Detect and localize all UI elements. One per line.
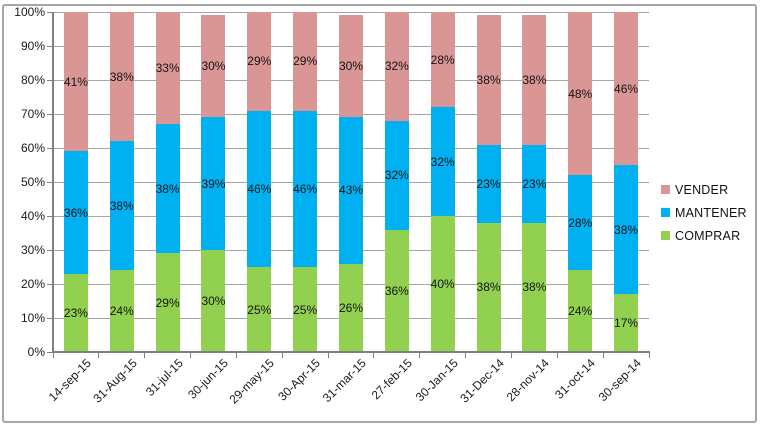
y-axis-tick	[47, 249, 53, 251]
y-axis-tick	[47, 11, 53, 13]
x-axis-tick	[510, 353, 512, 358]
legend-label: MANTENER	[675, 205, 747, 220]
y-axis-label: 50%	[20, 175, 45, 189]
x-axis-tick	[235, 353, 237, 358]
bar-segment-vender[interactable]: 38%	[110, 12, 134, 142]
legend-item-comprar[interactable]: COMPRAR	[661, 228, 747, 243]
x-axis-tick	[190, 353, 192, 358]
y-axis-label: 20%	[20, 277, 45, 291]
x-axis-tick	[327, 353, 329, 358]
legend-label: VENDER	[675, 182, 729, 197]
y-axis-tick	[47, 79, 53, 81]
x-axis-tick	[52, 353, 54, 358]
x-axis-tick	[602, 353, 604, 358]
y-axis-label: 60%	[20, 141, 45, 155]
x-axis-tick	[281, 353, 283, 358]
x-axis-tick	[556, 353, 558, 358]
y-axis-tick	[47, 317, 53, 319]
legend-item-mantener[interactable]: MANTENER	[661, 205, 747, 220]
x-axis-line	[52, 351, 650, 353]
x-axis-tick	[465, 353, 467, 358]
legend-swatch-icon	[661, 231, 670, 240]
bar-segment-vender[interactable]: 48%	[568, 12, 592, 176]
x-axis-tick	[98, 353, 100, 358]
gridline	[53, 11, 649, 13]
y-axis-label: 100%	[14, 5, 45, 19]
y-axis-label: 70%	[20, 107, 45, 121]
y-axis-tick	[47, 351, 53, 353]
x-axis-tick	[419, 353, 421, 358]
legend[interactable]: VENDER MANTENER COMPRAR	[661, 183, 747, 252]
x-axis-tick	[373, 353, 375, 358]
y-axis-label: 0%	[27, 345, 45, 359]
y-axis-tick	[47, 215, 53, 217]
y-axis-tick	[47, 283, 53, 285]
y-axis-tick	[47, 181, 53, 183]
y-axis-label: 90%	[20, 39, 45, 53]
y-axis-tick	[47, 113, 53, 115]
x-axis-tick	[648, 353, 650, 358]
y-axis-label: 30%	[20, 243, 45, 257]
x-axis-tick	[144, 353, 146, 358]
y-axis-label: 40%	[20, 209, 45, 223]
y-axis-label: 80%	[20, 73, 45, 87]
legend-swatch-icon	[661, 185, 670, 194]
legend-swatch-icon	[661, 208, 670, 217]
y-axis-line	[52, 12, 54, 353]
y-axis-label: 10%	[20, 311, 45, 325]
legend-label: COMPRAR	[675, 228, 741, 243]
y-axis-tick	[47, 45, 53, 47]
y-axis-tick	[47, 147, 53, 149]
legend-item-vender[interactable]: VENDER	[661, 182, 747, 197]
